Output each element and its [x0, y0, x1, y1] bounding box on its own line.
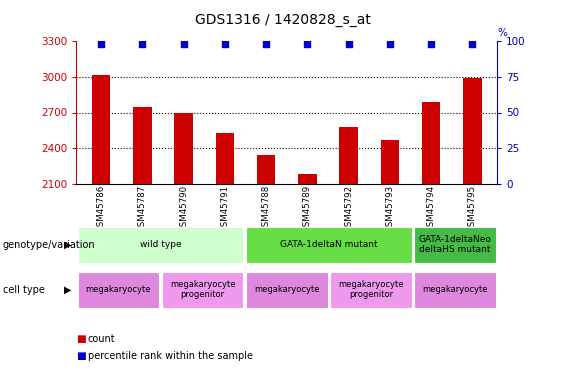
- Bar: [133, 106, 151, 375]
- Bar: [298, 174, 316, 375]
- Bar: [463, 78, 482, 375]
- Bar: [162, 272, 244, 308]
- Text: megakaryocyte: megakaryocyte: [423, 285, 488, 294]
- Point: [385, 41, 394, 47]
- Text: GDS1316 / 1420828_s_at: GDS1316 / 1420828_s_at: [194, 13, 371, 27]
- Point: [138, 41, 147, 47]
- Text: ■: ■: [76, 334, 86, 344]
- Text: megakaryocyte
progenitor: megakaryocyte progenitor: [338, 280, 403, 299]
- Text: megakaryocyte: megakaryocyte: [86, 285, 151, 294]
- Bar: [77, 226, 244, 263]
- Bar: [246, 226, 412, 263]
- Text: GATA-1deltaN mutant: GATA-1deltaN mutant: [280, 240, 377, 249]
- Bar: [257, 155, 275, 375]
- Text: percentile rank within the sample: percentile rank within the sample: [88, 351, 253, 361]
- Text: %: %: [497, 28, 507, 38]
- Bar: [77, 272, 159, 308]
- Text: ▶: ▶: [64, 240, 72, 250]
- Point: [344, 41, 353, 47]
- Text: megakaryocyte: megakaryocyte: [254, 285, 319, 294]
- Bar: [246, 272, 328, 308]
- Text: megakaryocyte
progenitor: megakaryocyte progenitor: [170, 280, 235, 299]
- Point: [303, 41, 312, 47]
- Text: genotype/variation: genotype/variation: [3, 240, 95, 250]
- Text: wild type: wild type: [140, 240, 181, 249]
- Text: ■: ■: [76, 351, 86, 361]
- Text: count: count: [88, 334, 115, 344]
- Bar: [381, 140, 399, 375]
- Point: [262, 41, 271, 47]
- Bar: [414, 272, 496, 308]
- Text: ▶: ▶: [64, 285, 72, 295]
- Point: [179, 41, 188, 47]
- Point: [468, 41, 477, 47]
- Point: [97, 41, 106, 47]
- Bar: [330, 272, 412, 308]
- Point: [427, 41, 436, 47]
- Bar: [340, 127, 358, 375]
- Text: GATA-1deltaNeo
deltaHS mutant: GATA-1deltaNeo deltaHS mutant: [419, 235, 492, 254]
- Bar: [414, 226, 496, 263]
- Bar: [216, 133, 234, 375]
- Bar: [422, 102, 441, 375]
- Bar: [92, 75, 110, 375]
- Text: cell type: cell type: [3, 285, 45, 295]
- Bar: [174, 112, 193, 375]
- Point: [220, 41, 229, 47]
